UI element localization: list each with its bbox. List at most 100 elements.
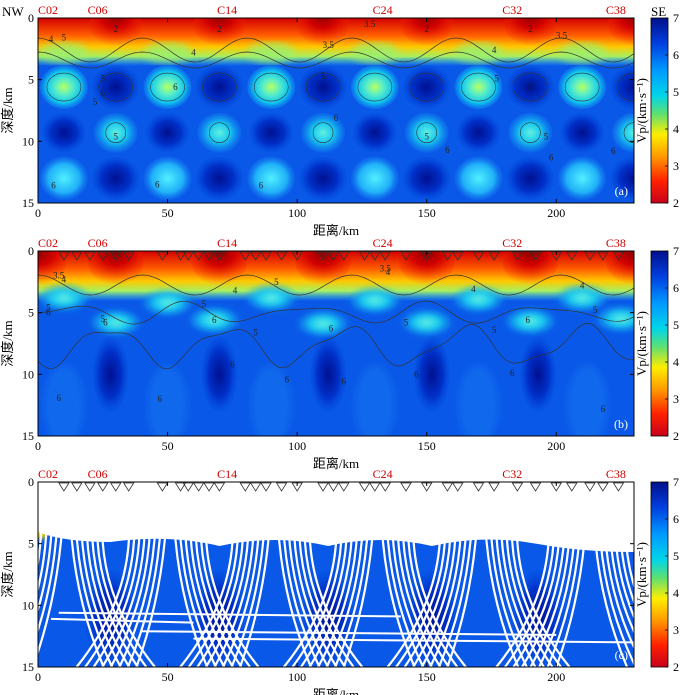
- ray-path: [521, 482, 566, 667]
- ray-path: [494, 482, 537, 667]
- contour-label: 6: [342, 377, 347, 387]
- contour-label: 4: [386, 267, 391, 277]
- ray-path: [510, 482, 562, 667]
- ray-path: [300, 482, 349, 667]
- receiver-marker: [566, 482, 578, 492]
- station-label: C14: [217, 3, 237, 17]
- ray-path: [292, 482, 338, 667]
- x-tick-label: 150: [418, 439, 436, 453]
- ray-path: [614, 482, 634, 620]
- receiver-marker: [441, 251, 454, 261]
- fast-anomaly: [201, 336, 238, 413]
- receiver-marker: [317, 251, 329, 261]
- y-tick-label: 15: [22, 196, 34, 210]
- contour-line: [38, 51, 634, 69]
- x-tick-label: 0: [35, 206, 41, 220]
- contour-label: 5: [404, 318, 409, 328]
- fast-anomaly: [249, 112, 294, 153]
- contour-line: [209, 122, 230, 143]
- low-velocity-anomaly: [89, 18, 142, 46]
- contour-label: 5: [528, 82, 533, 92]
- receiver-marker: [97, 251, 109, 261]
- receiver-marker: [84, 251, 96, 261]
- contour-label: 5: [62, 33, 67, 43]
- y-axis-label: 深度/km: [0, 87, 15, 133]
- direction-nw-label: NW: [2, 4, 24, 19]
- ray-path: [515, 482, 571, 667]
- x-axis-label: 距离/km: [313, 223, 359, 238]
- receiver-marker: [71, 251, 83, 261]
- station-label: C32: [502, 467, 522, 481]
- ray-path: [619, 482, 634, 605]
- fast-anomaly: [413, 336, 450, 413]
- ray-path: [84, 482, 136, 667]
- slow-anomaly: [301, 112, 346, 153]
- low-velocity-anomaly: [193, 18, 246, 46]
- contour-label: 6: [414, 369, 419, 379]
- fast-anomaly: [91, 65, 140, 110]
- contour-line: [150, 72, 185, 102]
- low-velocity-anomaly: [608, 18, 634, 46]
- contour-line: [357, 72, 393, 102]
- ray-path: [222, 482, 261, 667]
- x-tick-label: 50: [162, 206, 174, 220]
- receiver-marker: [529, 251, 542, 261]
- low-velocity-anomaly: [398, 251, 455, 285]
- contour-label: 5: [93, 97, 98, 107]
- x-tick-label: 200: [547, 439, 565, 453]
- contour-label: 2: [528, 24, 533, 34]
- ray-path: [546, 482, 583, 667]
- ray-path: [597, 482, 634, 667]
- y-tick-label: 5: [28, 537, 34, 551]
- ray-path: [390, 482, 433, 667]
- low-velocity-anomaly: [400, 18, 453, 46]
- ray-path: [85, 482, 131, 667]
- receiver-marker: [358, 482, 371, 492]
- receiver-marker: [327, 251, 340, 261]
- contour-label: 3.5: [380, 263, 392, 273]
- receiver-marker: [122, 251, 135, 261]
- contour-label: 6: [285, 374, 290, 384]
- x-axis-label: 距离/km: [313, 456, 359, 471]
- slow-anomaly: [297, 309, 350, 338]
- x-tick-label: 0: [35, 670, 41, 684]
- y-tick-label: 5: [28, 306, 34, 320]
- station-label: C06: [88, 236, 108, 250]
- ray-path: [178, 482, 217, 667]
- x-tick-label: 200: [547, 206, 565, 220]
- plot-frame: [37, 481, 635, 668]
- contour-label: 5: [492, 325, 497, 335]
- ray-path: [420, 482, 463, 667]
- station-label: C14: [217, 467, 237, 481]
- receiver-marker: [369, 482, 381, 492]
- y-axis-label: 深度/km: [0, 320, 15, 366]
- slow-anomaly: [558, 65, 607, 110]
- station-label: C02: [38, 467, 58, 481]
- x-tick-label: 100: [288, 670, 306, 684]
- ray-path: [276, 482, 312, 667]
- x-tick-label: 50: [162, 670, 174, 684]
- contour-label: 5: [321, 71, 326, 81]
- transition-anomaly: [350, 42, 399, 63]
- receiver-marker: [488, 482, 500, 492]
- receiver-marker: [156, 251, 169, 261]
- panel-label: (a): [615, 184, 628, 198]
- ray-path: [126, 482, 163, 667]
- contour-label: 6: [329, 324, 334, 334]
- contour-label: 5: [46, 303, 51, 313]
- receiver-marker: [58, 251, 70, 261]
- contour-label: 6: [526, 315, 531, 325]
- low-velocity-anomaly: [297, 18, 350, 46]
- slow-anomaly: [39, 156, 88, 201]
- moderate-anomaly: [458, 365, 499, 436]
- receiver-marker: [441, 482, 454, 492]
- receiver-marker: [379, 251, 391, 261]
- contour-line: [461, 72, 496, 102]
- ray-path: [141, 630, 557, 636]
- y-tick-label: 10: [22, 598, 34, 612]
- low-velocity-anomaly: [606, 251, 634, 285]
- station-label: C06: [88, 467, 108, 481]
- y-tick-label: 0: [28, 475, 34, 489]
- receiver-marker: [400, 482, 412, 492]
